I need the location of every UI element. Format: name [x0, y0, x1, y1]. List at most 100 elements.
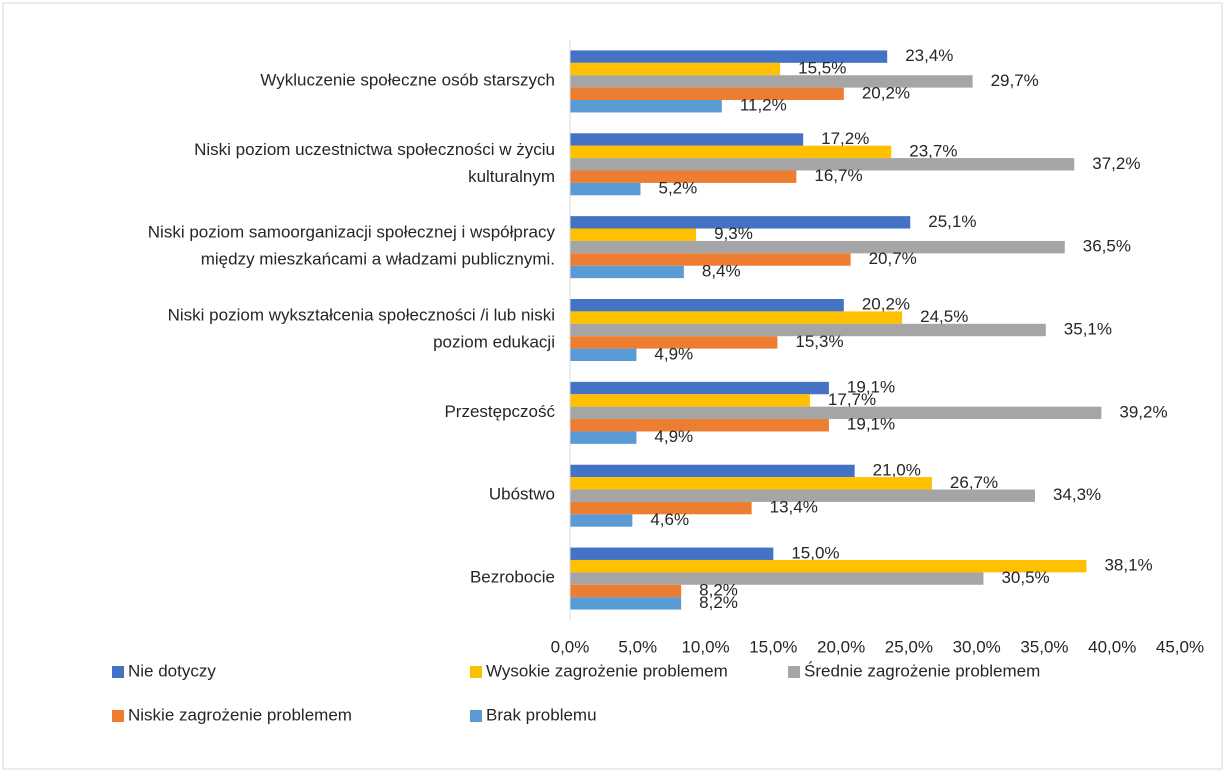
legend-swatch: [788, 666, 800, 678]
value-label: 35,1%: [1064, 319, 1112, 338]
value-label: 37,2%: [1092, 154, 1140, 173]
value-label: 5,2%: [658, 179, 697, 198]
category-label: Wykluczenie społeczne osób starszych: [260, 71, 555, 90]
bar: [570, 597, 682, 610]
value-label: 9,3%: [714, 224, 753, 243]
x-tick-label: 45,0%: [1156, 637, 1204, 656]
value-label: 25,1%: [928, 212, 976, 231]
value-label: 34,3%: [1053, 485, 1101, 504]
legend-swatch: [112, 666, 124, 678]
legend-swatch: [470, 710, 482, 722]
category-line: Niski poziom samoorganizacji społecznej …: [148, 223, 556, 242]
value-label: 11,2%: [740, 96, 787, 115]
bar: [570, 489, 1035, 502]
category-line: kulturalnym: [468, 167, 555, 186]
bar: [570, 228, 697, 241]
value-label: 16,7%: [814, 166, 862, 185]
legend-label: Niskie zagrożenie problemem: [128, 705, 352, 724]
bar: [570, 477, 932, 490]
value-label: 17,2%: [821, 129, 869, 148]
value-label: 8,2%: [699, 580, 738, 599]
category-label: Niski poziom samoorganizacji społecznej …: [148, 223, 556, 269]
value-label: 8,2%: [699, 593, 738, 612]
value-label: 17,7%: [828, 390, 876, 409]
bar: [570, 145, 892, 159]
value-label: 4,9%: [654, 427, 693, 446]
bar: [570, 501, 752, 515]
bar: [570, 514, 633, 527]
bar: [570, 299, 844, 312]
x-tick-label: 20,0%: [817, 637, 865, 656]
category-line: Bezrobocie: [470, 568, 555, 587]
value-label: 21,0%: [873, 460, 921, 479]
bar: [570, 336, 778, 349]
bar: [570, 547, 774, 560]
bar: [570, 50, 888, 63]
legend-label: Wysokie zagrożenie problemem: [486, 661, 728, 680]
x-tick-label: 5,0%: [618, 637, 657, 656]
value-label: 29,7%: [991, 71, 1039, 90]
bar: [570, 216, 911, 229]
bar: [570, 311, 903, 324]
value-label: 20,7%: [869, 249, 917, 268]
legend-label: Średnie zagrożenie problemem: [804, 661, 1040, 680]
category-line: poziom edukacji: [433, 333, 555, 352]
category-label: Niski poziom uczestnictwa społeczności w…: [194, 140, 555, 186]
category-label: Ubóstwo: [489, 485, 555, 504]
value-label: 23,7%: [909, 141, 957, 160]
value-label: 20,2%: [862, 83, 910, 102]
value-label: 20,2%: [862, 295, 910, 314]
legend-swatch: [112, 710, 124, 722]
bar: [570, 431, 637, 444]
value-label: 19,1%: [847, 415, 895, 434]
bar: [570, 572, 984, 585]
bar: [570, 406, 1102, 420]
category-label: Przestępczość: [444, 402, 555, 421]
bar: [570, 87, 844, 101]
bar: [570, 253, 851, 266]
bar: [570, 133, 804, 146]
x-tick-label: 30,0%: [953, 637, 1001, 656]
category-line: między mieszkańcami a władzami publiczny…: [201, 250, 555, 269]
value-label: 4,9%: [654, 344, 693, 363]
category-label: Bezrobocie: [470, 568, 555, 587]
value-label: 30,5%: [1001, 568, 1049, 587]
bar: [570, 584, 682, 598]
bar: [570, 240, 1065, 254]
bar: [570, 323, 1046, 337]
x-tick-label: 35,0%: [1020, 637, 1068, 656]
bar: [570, 381, 829, 395]
value-label: 8,4%: [702, 261, 741, 280]
category-line: Wykluczenie społeczne osób starszych: [260, 71, 555, 90]
bar: [570, 182, 641, 196]
bar: [570, 62, 781, 76]
bar: [570, 419, 829, 432]
category-line: Niski poziom wykształcenia społeczności …: [168, 306, 555, 325]
bar: [570, 559, 1087, 573]
value-label: 23,4%: [905, 46, 953, 65]
value-label: 13,4%: [770, 498, 818, 517]
bar: [570, 75, 973, 88]
bar: [570, 158, 1075, 171]
value-label: 15,5%: [798, 59, 846, 78]
bar: [570, 100, 722, 113]
category-line: Przestępczość: [444, 402, 555, 421]
legend-swatch: [470, 666, 482, 678]
category-line: Ubóstwo: [489, 485, 555, 504]
x-tick-label: 40,0%: [1088, 637, 1136, 656]
value-label: 19,1%: [847, 378, 895, 397]
value-label: 39,2%: [1119, 402, 1167, 421]
x-tick-label: 15,0%: [749, 637, 797, 656]
value-label: 15,3%: [795, 332, 843, 351]
x-tick-label: 25,0%: [885, 637, 933, 656]
value-label: 4,6%: [650, 510, 689, 529]
value-label: 36,5%: [1083, 237, 1131, 256]
legend-label: Brak problemu: [486, 705, 597, 724]
value-label: 24,5%: [920, 307, 968, 326]
value-label: 38,1%: [1104, 556, 1152, 575]
bar: [570, 170, 797, 183]
legend-label: Nie dotyczy: [128, 661, 216, 680]
value-label: 15,0%: [791, 543, 839, 562]
category-line: Niski poziom uczestnictwa społeczności w…: [194, 140, 555, 159]
